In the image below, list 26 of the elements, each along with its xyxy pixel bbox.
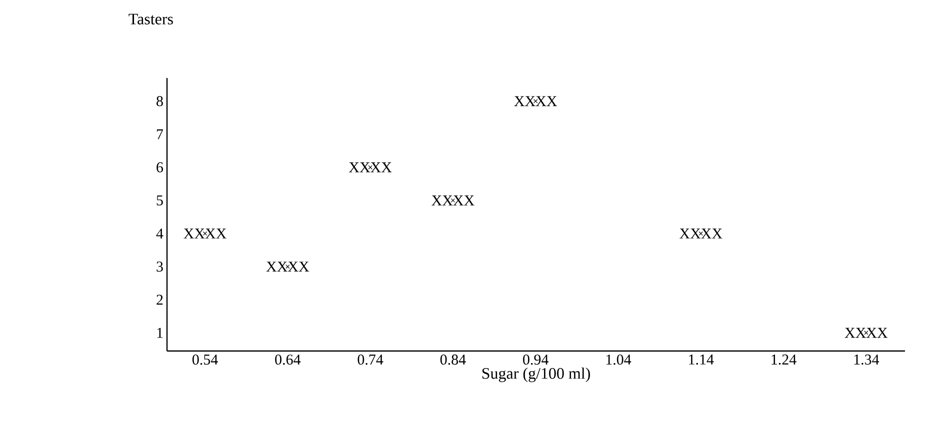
y-tick-label: 7 (156, 129, 164, 140)
y-tick-label: 4 (156, 228, 164, 238)
data-label: XXXX (680, 228, 722, 238)
y-tick-label: 6 (156, 162, 164, 172)
data-label: XXXX (432, 196, 474, 206)
x-tick-label: 1.34 (854, 354, 880, 365)
y-tick-label: 3 (156, 262, 163, 272)
y-tick-label: 1 (157, 328, 163, 338)
y-axis-title: Tasters (128, 14, 173, 24)
x-tick-label: 1.14 (689, 354, 714, 365)
x-tick-label: 0.74 (358, 354, 384, 365)
data-label: XXXX (184, 228, 226, 238)
y-tick-label: 5 (156, 195, 163, 206)
x-axis-title: Sugar (g/100 ml) (482, 368, 590, 382)
data-label: XXXX (348, 162, 392, 172)
x-tick-label: 0.54 (192, 354, 218, 365)
x-tick-label: 0.84 (440, 354, 466, 365)
y-tick-label: 8 (156, 96, 163, 106)
y-tick-label: 2 (156, 294, 163, 305)
x-tick-label: 0.94 (523, 354, 548, 365)
data-label: XXXX (266, 262, 310, 272)
x-tick-label: 0.64 (275, 354, 301, 365)
data-label: XXXX (844, 328, 888, 338)
x-tick-label: 1.04 (606, 354, 632, 365)
x-tick-label: 1.24 (772, 354, 796, 365)
data-label: XXXX (514, 96, 557, 106)
